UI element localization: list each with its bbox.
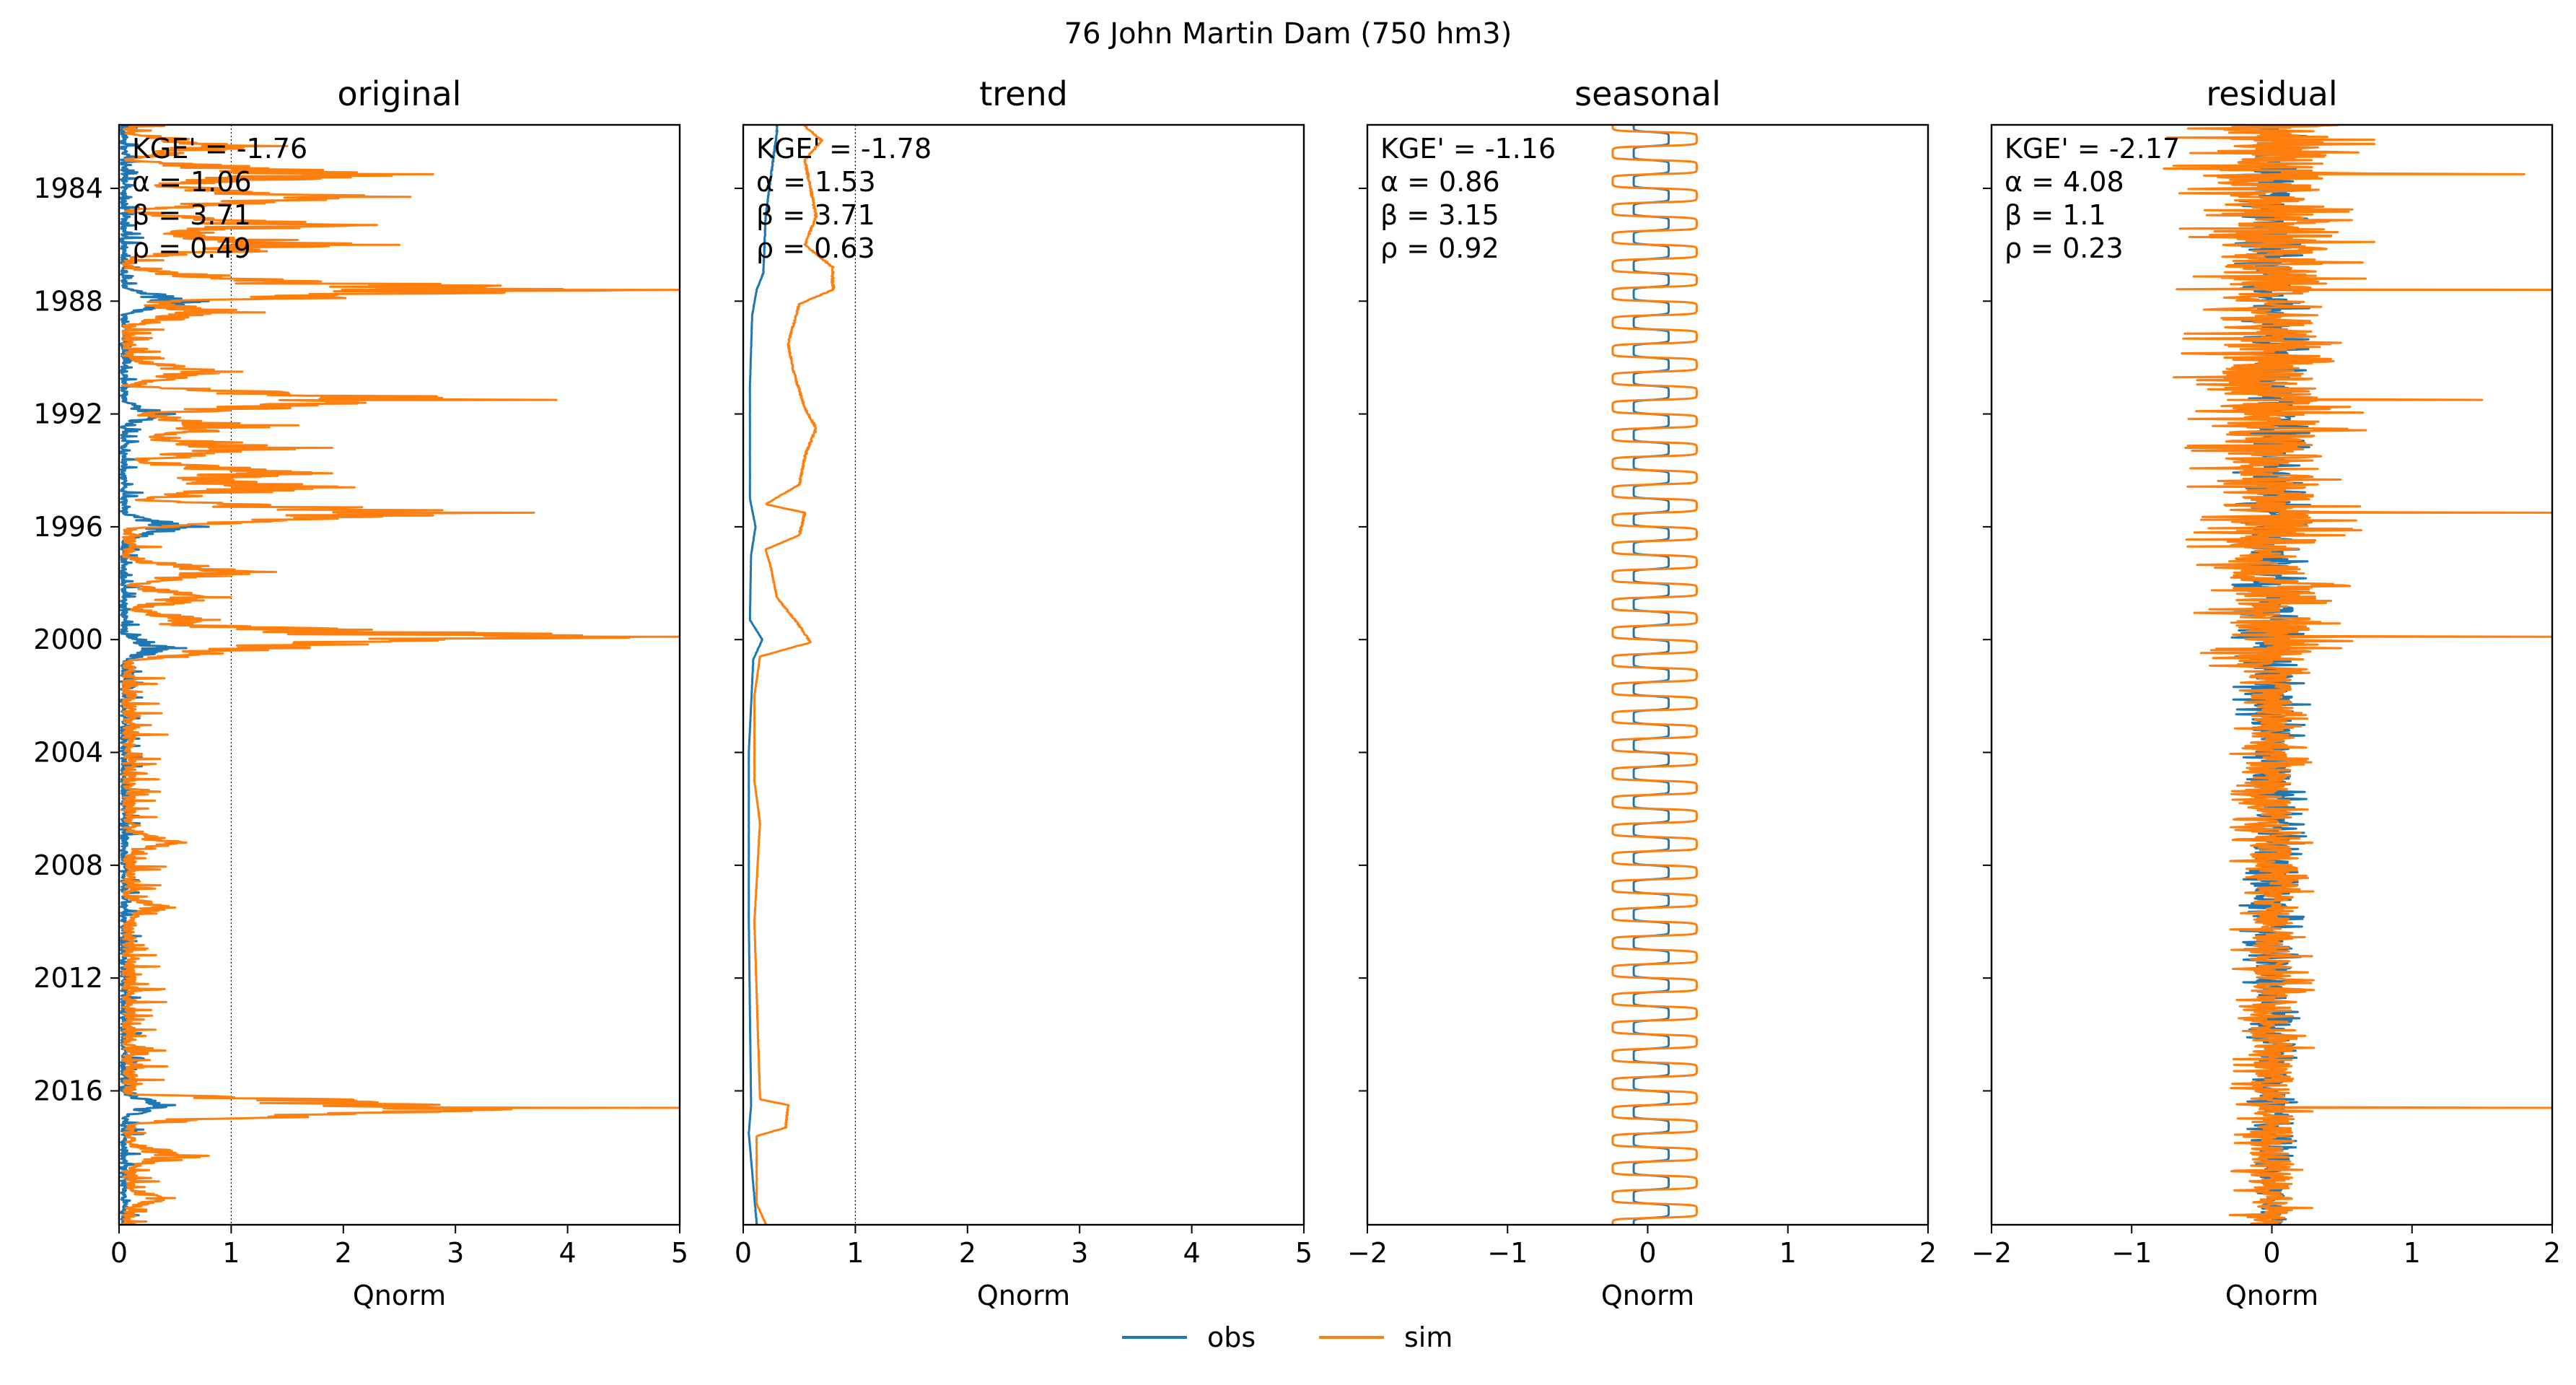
x-tick-label: 3 [447, 1237, 464, 1269]
series-line-obs [1632, 125, 1670, 1225]
stats-annotation: β = 3.15 [1380, 199, 1499, 231]
x-tick-label: 5 [671, 1237, 688, 1269]
stats-annotation: KGE' = -1.76 [132, 133, 307, 165]
y-tick-label: 1988 [33, 285, 103, 317]
plot-area [119, 125, 680, 1225]
stats-annotation: α = 0.86 [1380, 166, 1500, 198]
subplot-title: seasonal [1574, 74, 1721, 113]
y-tick-label: 1996 [33, 511, 103, 543]
x-tick-label: −1 [1487, 1237, 1528, 1269]
y-tick-label: 1992 [33, 398, 103, 430]
stats-annotation: α = 1.06 [132, 166, 252, 198]
stats-annotation: β = 3.71 [756, 199, 875, 231]
stats-annotation: β = 1.1 [2005, 199, 2106, 231]
stats-annotation: ρ = 0.49 [132, 232, 251, 264]
subplot-residual: residual Qnorm −2 −1 0 1 2 KGE' = -2.17α = 4.… [1971, 74, 2561, 1311]
x-tick-label: 0 [735, 1237, 752, 1269]
subplot-original: original Qnorm 0 1 2 3 4 5 1984 1988 1992 1996 200… [33, 74, 688, 1311]
stats-annotation: KGE' = -1.16 [1380, 133, 1556, 165]
subplot-title: original [338, 74, 462, 113]
x-tick-label: 5 [1295, 1237, 1313, 1269]
x-tick-label: −2 [1971, 1237, 2012, 1269]
series-line-sim [753, 125, 836, 1225]
stats-annotation: α = 4.08 [2005, 166, 2124, 198]
x-tick-label: 4 [559, 1237, 577, 1269]
subplot-trend: trend Qnorm 0 1 2 3 4 5 KGE' = -1.78α = 1.53β … [735, 74, 1313, 1311]
x-axis-label: Qnorm [353, 1280, 446, 1311]
series-line-sim [121, 125, 680, 1225]
x-tick-label: 1 [2404, 1237, 2421, 1269]
x-tick-label: 3 [1071, 1237, 1088, 1269]
axes-frame [118, 123, 681, 1226]
stats-annotation: KGE' = -2.17 [2005, 133, 2180, 165]
plot-area [748, 125, 857, 1225]
stats-annotation: ρ = 0.23 [2005, 232, 2124, 264]
legend: obs sim [1122, 1321, 1453, 1353]
stats-annotation: KGE' = -1.78 [756, 133, 932, 165]
x-tick-label: 0 [110, 1237, 128, 1269]
stats-annotation: β = 3.71 [132, 199, 251, 231]
x-tick-label: −2 [1347, 1237, 1388, 1269]
y-tick-label: 2016 [33, 1075, 103, 1106]
y-tick-label: 2012 [33, 962, 103, 994]
x-tick-label: −1 [2111, 1237, 2152, 1269]
y-tick-label: 2000 [33, 624, 103, 655]
figure-suptitle: 76 John Martin Dam (750 hm3) [1064, 17, 1512, 51]
x-tick-label: 1 [1779, 1237, 1797, 1269]
subplot-title: residual [2206, 74, 2337, 113]
x-tick-label: 4 [1183, 1237, 1201, 1269]
x-tick-label: 0 [1639, 1237, 1656, 1269]
axes-frame [1366, 123, 1929, 1226]
x-axis-label: Qnorm [2225, 1280, 2318, 1311]
x-tick-label: 1 [846, 1237, 864, 1269]
stats-annotation: ρ = 0.92 [1380, 232, 1499, 264]
x-tick-label: 2 [335, 1237, 352, 1269]
y-tick-label: 2004 [33, 737, 103, 769]
series-line-obs [748, 125, 779, 1225]
x-tick-label: 2 [2544, 1237, 2561, 1269]
x-axis-label: Qnorm [977, 1280, 1070, 1311]
subplot-seasonal: seasonal Qnorm −2 −1 0 1 2 KGE' = -1.16α = 0.… [1347, 74, 1937, 1311]
legend-label-obs: obs [1207, 1321, 1256, 1353]
axes-frame [742, 123, 1305, 1226]
x-tick-label: 0 [2263, 1237, 2280, 1269]
x-tick-label: 2 [1919, 1237, 1937, 1269]
x-axis-label: Qnorm [1601, 1280, 1694, 1311]
x-tick-label: 2 [959, 1237, 976, 1269]
subplot-title: trend [979, 74, 1068, 113]
x-tick-label: 1 [222, 1237, 240, 1269]
stats-annotation: α = 1.53 [756, 166, 876, 198]
series-line-sim [1611, 125, 1698, 1225]
plot-area [1611, 125, 1698, 1225]
legend-label-sim: sim [1404, 1321, 1453, 1353]
stats-annotation: ρ = 0.63 [756, 232, 875, 264]
series-line-sim [2163, 125, 2552, 1225]
y-tick-label: 2008 [33, 849, 103, 881]
plot-area [2163, 125, 2552, 1225]
y-tick-label: 1984 [33, 172, 103, 204]
